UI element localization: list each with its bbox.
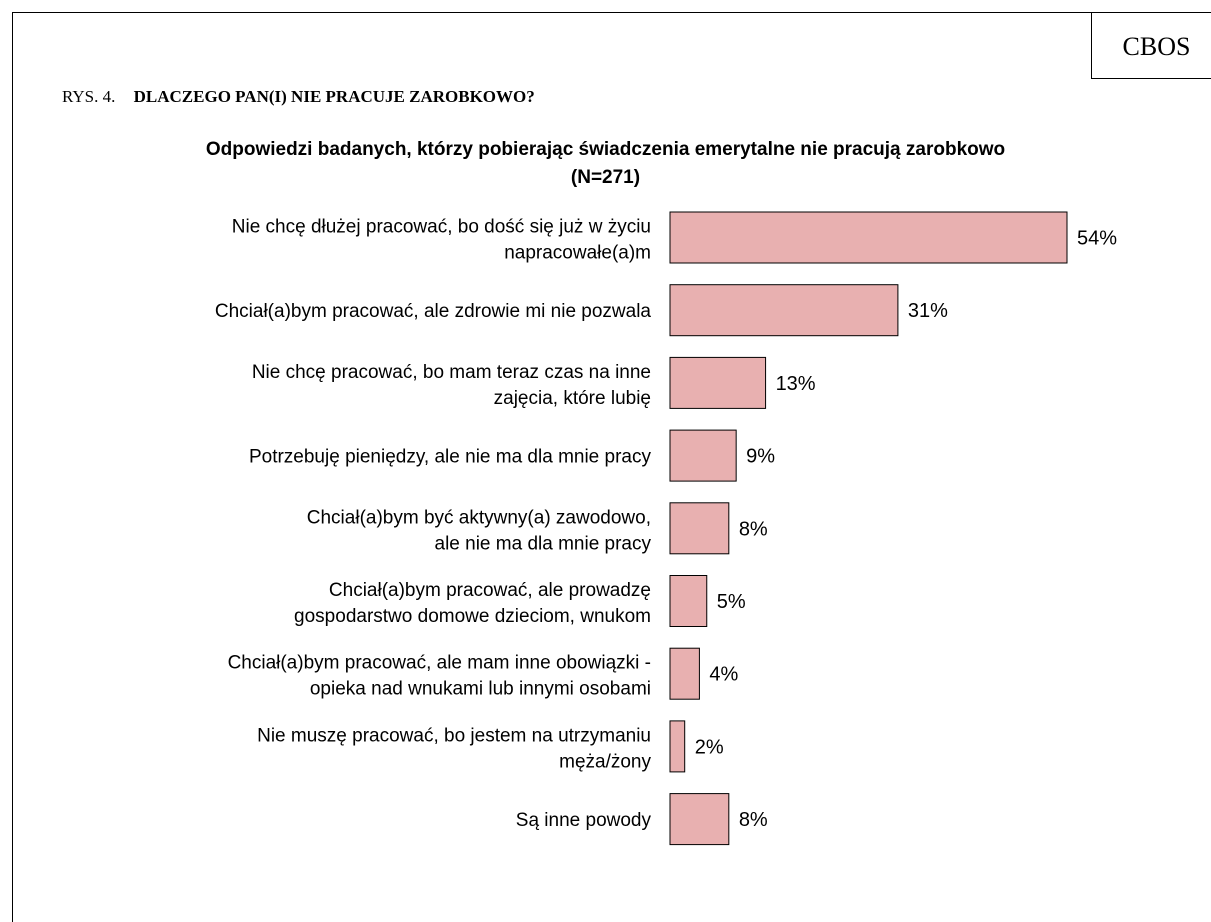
category-label: Chciał(a)bym pracować, ale mam inne obow… xyxy=(228,653,651,700)
bar-row: 9% Potrzebuję pieniędzy, ale nie ma dla m… xyxy=(249,429,775,482)
bar-row: 13% Nie chcę pracować, bo mam teraz czas … xyxy=(252,356,816,409)
data-label: 8% xyxy=(739,809,768,831)
source-label: CBOS xyxy=(1091,12,1211,79)
data-label: 9% xyxy=(746,446,775,468)
bar-row: 5% Chciał(a)bym pracować, ale prowadzę gos… xyxy=(294,575,746,627)
data-label: 8% xyxy=(739,518,768,540)
data-label: 5% xyxy=(717,591,746,613)
category-label: Chciał(a)bym być aktywny(a) zawodowo, ale… xyxy=(307,507,652,554)
chart-title: Odpowiedzi badanych, którzy pobierając ś… xyxy=(205,139,1006,160)
bar-row: 4% Chciał(a)bym pracować, ale mam inne ob… xyxy=(228,647,739,700)
bar xyxy=(669,429,737,482)
figure-frame xyxy=(12,12,1211,922)
figure-number: RYS. 4. xyxy=(62,87,116,106)
bar-row: 8% Chciał(a)bym być aktywny(a) zawodowo, a… xyxy=(307,502,768,555)
data-label: 2% xyxy=(695,736,724,758)
bar xyxy=(669,793,730,846)
data-label: 31% xyxy=(908,300,948,322)
chart-subtitle: (N=271) xyxy=(570,167,641,188)
bar xyxy=(669,356,767,409)
bar xyxy=(669,502,730,555)
figure-title: DLACZEGO PAN(I) NIE PRACUJE ZAROBKOWO? xyxy=(133,87,535,106)
figure-caption: RYS. 4. DLACZEGO PAN(I) NIE PRACUJE ZARO… xyxy=(62,87,535,107)
bar xyxy=(669,575,708,627)
category-label: Nie chcę dłużej pracować, bo dość się ju… xyxy=(232,217,651,264)
bar-row: 2% Nie muszę pracować, bo jestem na utrzy… xyxy=(257,720,724,773)
bar xyxy=(669,647,700,700)
bar-row: 54% Nie chcę dłużej pracować, bo dość się… xyxy=(232,211,1117,264)
category-label: Chciał(a)bym pracować, ale zdrowie mi ni… xyxy=(215,301,652,322)
data-label: 4% xyxy=(709,664,738,686)
bar-row: 31% Chciał(a)bym pracować, ale zdrowie mi… xyxy=(215,284,948,337)
category-label: Chciał(a)bym pracować, ale prowadzę gospo… xyxy=(294,580,651,627)
bar xyxy=(669,720,686,773)
category-label: Nie chcę pracować, bo mam teraz czas na … xyxy=(252,362,651,409)
bar xyxy=(669,211,1068,264)
category-label: Są inne powody xyxy=(516,810,652,831)
category-label: Potrzebuję pieniędzy, ale nie ma dla mni… xyxy=(249,447,652,468)
bar-row: 8% Są inne powody xyxy=(516,793,768,846)
data-label: 13% xyxy=(776,373,816,395)
category-label: Nie muszę pracować, bo jestem na utrzyma… xyxy=(257,725,651,772)
data-label: 54% xyxy=(1077,228,1117,250)
bar xyxy=(669,284,899,337)
